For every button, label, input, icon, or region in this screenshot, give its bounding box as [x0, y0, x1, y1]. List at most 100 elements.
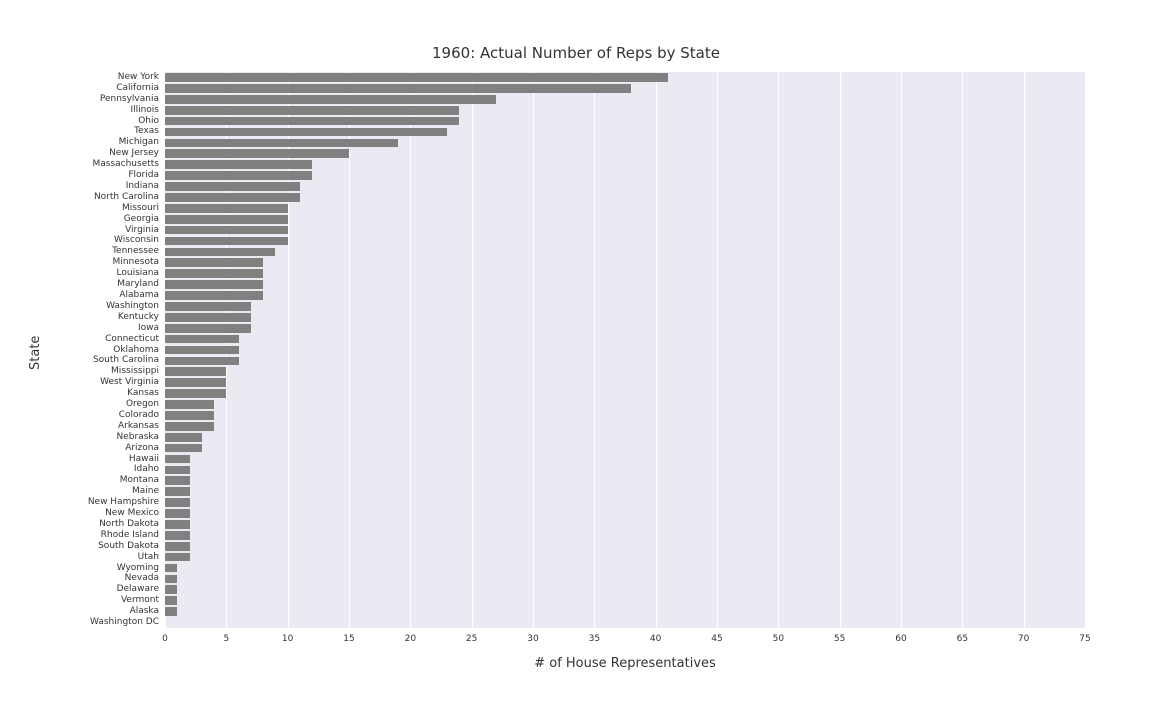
- y-tick-label: New Hampshire: [88, 497, 159, 507]
- gridline: [840, 72, 841, 628]
- y-tick-label: Indiana: [126, 181, 159, 191]
- x-tick-label: 30: [527, 634, 538, 644]
- bar: [165, 237, 288, 246]
- x-tick-label: 25: [466, 634, 477, 644]
- y-tick-label: Washington DC: [90, 617, 159, 627]
- y-tick-label: Arkansas: [118, 421, 159, 431]
- bar: [165, 378, 226, 387]
- bar: [165, 160, 312, 169]
- bar: [165, 193, 300, 202]
- y-tick-label: Illinois: [130, 105, 159, 115]
- y-tick-label: Connecticut: [105, 334, 159, 344]
- gridline: [533, 72, 534, 628]
- y-tick-label: Washington: [106, 301, 159, 311]
- bar: [165, 302, 251, 311]
- gridline: [594, 72, 595, 628]
- bar: [165, 498, 190, 507]
- x-tick-label: 45: [711, 634, 722, 644]
- y-tick-label: Michigan: [119, 137, 159, 147]
- x-tick-label: 55: [834, 634, 845, 644]
- bar: [165, 444, 202, 453]
- bar: [165, 389, 226, 398]
- chart-container: 1960: Actual Number of Reps by State Sta…: [0, 0, 1152, 720]
- bar: [165, 269, 263, 278]
- bar: [165, 357, 239, 366]
- bar: [165, 564, 177, 573]
- y-tick-label: Colorado: [119, 410, 159, 420]
- y-tick-label: Vermont: [121, 595, 159, 605]
- bar: [165, 95, 496, 104]
- gridline: [901, 72, 902, 628]
- bar: [165, 542, 190, 551]
- x-tick-label: 20: [405, 634, 416, 644]
- bar: [165, 455, 190, 464]
- bar: [165, 509, 190, 518]
- gridline: [472, 72, 473, 628]
- y-tick-label: California: [116, 83, 159, 93]
- x-tick-label: 10: [282, 634, 293, 644]
- bar: [165, 324, 251, 333]
- y-tick-label: Nebraska: [117, 432, 159, 442]
- bar: [165, 596, 177, 605]
- y-tick-label: New York: [118, 72, 159, 82]
- bar: [165, 313, 251, 322]
- y-tick-label: Oregon: [126, 399, 159, 409]
- bar: [165, 280, 263, 289]
- bar: [165, 411, 214, 420]
- y-tick-label: Kansas: [127, 388, 159, 398]
- bar: [165, 258, 263, 267]
- y-tick-label: Kentucky: [118, 312, 159, 322]
- y-tick-label: Maine: [132, 486, 159, 496]
- x-tick-label: 5: [223, 634, 229, 644]
- y-tick-label: Tennessee: [112, 246, 159, 256]
- y-tick-label: West Virginia: [100, 377, 159, 387]
- bar: [165, 182, 300, 191]
- y-tick-label: Virginia: [125, 225, 159, 235]
- bar: [165, 204, 288, 213]
- bar: [165, 520, 190, 529]
- y-tick-label: Arizona: [125, 443, 159, 453]
- y-tick-label: Massachusetts: [92, 159, 159, 169]
- y-tick-label: South Carolina: [93, 355, 159, 365]
- bar: [165, 248, 275, 257]
- x-tick-label: 70: [1018, 634, 1029, 644]
- y-tick-label: Idaho: [134, 464, 159, 474]
- bar: [165, 487, 190, 496]
- y-tick-label: Louisiana: [117, 268, 160, 278]
- gridline: [349, 72, 350, 628]
- bar: [165, 466, 190, 475]
- bar: [165, 226, 288, 235]
- y-tick-label: Oklahoma: [113, 345, 159, 355]
- bar: [165, 607, 177, 616]
- y-tick-label: North Dakota: [99, 519, 159, 529]
- y-tick-label: North Carolina: [94, 192, 159, 202]
- x-tick-label: 35: [589, 634, 600, 644]
- y-tick-label: Hawaii: [129, 454, 159, 464]
- y-tick-label: Wyoming: [117, 563, 159, 573]
- plot-area: [165, 72, 1085, 628]
- y-tick-label: South Dakota: [98, 541, 159, 551]
- gridline: [717, 72, 718, 628]
- y-tick-label: Texas: [134, 126, 159, 136]
- x-axis-label: # of House Representatives: [165, 656, 1085, 671]
- gridline: [1024, 72, 1025, 628]
- y-tick-label: Alabama: [119, 290, 159, 300]
- bar: [165, 291, 263, 300]
- bar: [165, 422, 214, 431]
- y-tick-label: Nevada: [125, 573, 159, 583]
- bar: [165, 106, 459, 115]
- y-tick-label: Alaska: [130, 606, 159, 616]
- bar: [165, 346, 239, 355]
- y-tick-label: Delaware: [117, 584, 159, 594]
- y-tick-label: Wisconsin: [114, 235, 159, 245]
- bar: [165, 215, 288, 224]
- y-tick-label: Rhode Island: [101, 530, 159, 540]
- gridline: [1085, 72, 1086, 628]
- gridline: [778, 72, 779, 628]
- y-axis-label: State: [28, 336, 43, 370]
- bar: [165, 575, 177, 584]
- bar: [165, 149, 349, 158]
- y-tick-label: Maryland: [117, 279, 159, 289]
- bar: [165, 117, 459, 126]
- bar: [165, 400, 214, 409]
